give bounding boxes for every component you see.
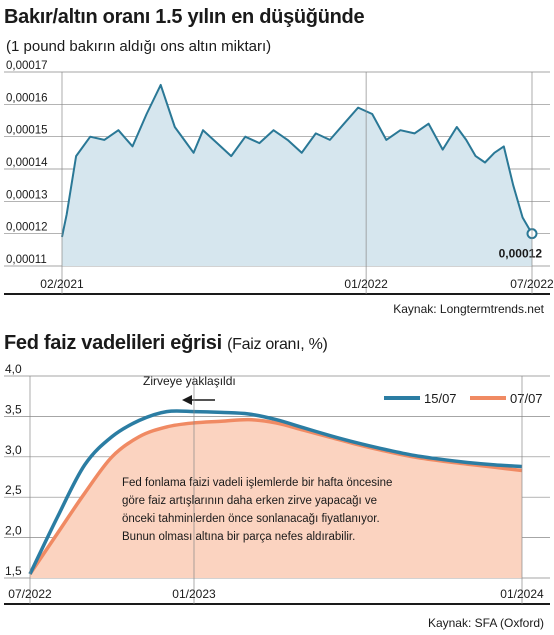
chart2-title-suffix: (Faiz oranı, %) <box>227 336 328 353</box>
chart2-annotation-label: Zirveye yaklaşıldı <box>143 374 236 388</box>
chart1-ytick-label: 0,00012 <box>6 222 48 234</box>
chart2-xtick-label: 01/2024 <box>500 587 544 601</box>
chart2-note-line: Fed fonlama faizi vadeli işlemlerde bir … <box>122 477 392 489</box>
chart2-annotation-arrowhead <box>182 395 192 405</box>
chart2-ytick-label: 2,5 <box>5 483 22 497</box>
chart2-xtick-label: 01/2023 <box>172 587 216 601</box>
chart1-source: Kaynak: Longtermtrends.net <box>393 302 544 316</box>
chart2-ytick-label: 1,5 <box>5 564 22 578</box>
chart2-series-1507-line <box>28 409 523 575</box>
chart1-plot: 0,00017 0,00016 0,00015 0,00014 0,00013 0,000… <box>4 60 554 295</box>
chart1-area <box>62 84 532 267</box>
chart1-ytick-label: 0,00016 <box>6 92 48 104</box>
chart1-ytick-label: 0,00013 <box>6 189 48 201</box>
chart1-title: Bakır/altın oranı 1.5 yılın en düşüğünde <box>4 6 365 28</box>
chart1-xtick-label: 07/2022 <box>510 277 554 291</box>
chart2-ytick-label: 3,5 <box>5 402 22 416</box>
chart2-title-main: Fed faiz vadelileri eğrisi <box>4 332 222 354</box>
chart2-legend-0707-label: 07/07 <box>510 391 543 406</box>
chart2-title: Fed faiz vadelileri eğrisi (Faiz oranı, … <box>4 332 328 355</box>
chart1-ytick-label: 0,00014 <box>6 157 48 169</box>
chart1-xtick-label: 01/2022 <box>344 277 388 291</box>
chart1-subtitle: (1 pound bakırın aldığı ons altın miktar… <box>6 38 272 55</box>
chart1-last-value-label: 0,00012 <box>499 247 543 261</box>
chart2-xtick-label: 07/2022 <box>8 587 52 601</box>
chart2-plot: 4,0 3,5 3,0 2,5 2,0 1,5 15/07 07/07 Zirveye yakl… <box>4 362 550 605</box>
chart1-xtick-label: 02/2021 <box>40 277 84 291</box>
chart2-ytick-label: 3,0 <box>5 443 22 457</box>
chart2-note-box <box>116 468 414 544</box>
chart2-note-line: Bunun olması altına bir parça nefes aldı… <box>122 531 355 543</box>
chart2-note-line: göre faiz artışlarının daha erken zirve … <box>122 495 377 507</box>
chart1-ytick-label: 0,00015 <box>6 125 48 137</box>
chart2-ytick-label: 4,0 <box>5 362 22 376</box>
chart2-note-line: önceki tahminlerden önce sonlanacağı fiy… <box>122 513 380 525</box>
chart2-legend-1507-label: 15/07 <box>424 391 457 406</box>
chart1-ytick-label: 0,00017 <box>6 60 48 72</box>
chart1-series-line <box>61 83 533 238</box>
chart2-ytick-label: 2,0 <box>5 524 22 538</box>
chart2-source: Kaynak: SFA (Oxford) <box>427 616 544 630</box>
chart1-ytick-label: 0,00011 <box>6 254 47 266</box>
